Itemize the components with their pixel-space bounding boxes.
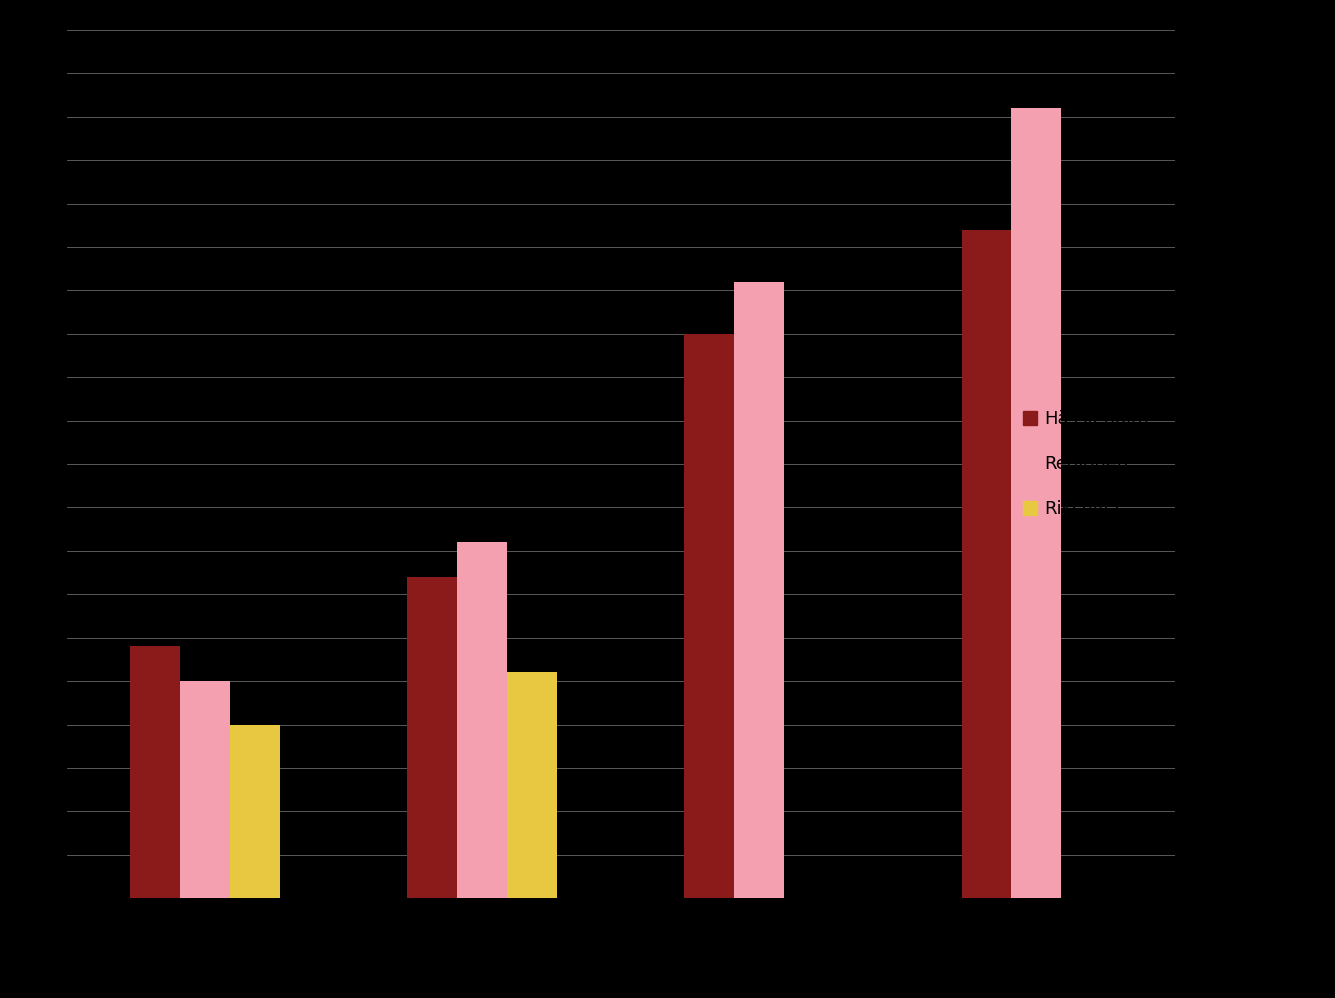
Bar: [407, 577, 458, 898]
Bar: [1012, 108, 1061, 898]
Bar: [734, 281, 784, 898]
Bar: [230, 725, 280, 898]
Bar: [458, 542, 507, 898]
Bar: [685, 333, 734, 898]
Bar: [507, 673, 557, 898]
Bar: [131, 647, 180, 898]
Legend: Hässleholm, Regionen, Riksnivå: Hässleholm, Regionen, Riksnivå: [1017, 404, 1155, 524]
Bar: [961, 230, 1012, 898]
Bar: [180, 681, 230, 898]
